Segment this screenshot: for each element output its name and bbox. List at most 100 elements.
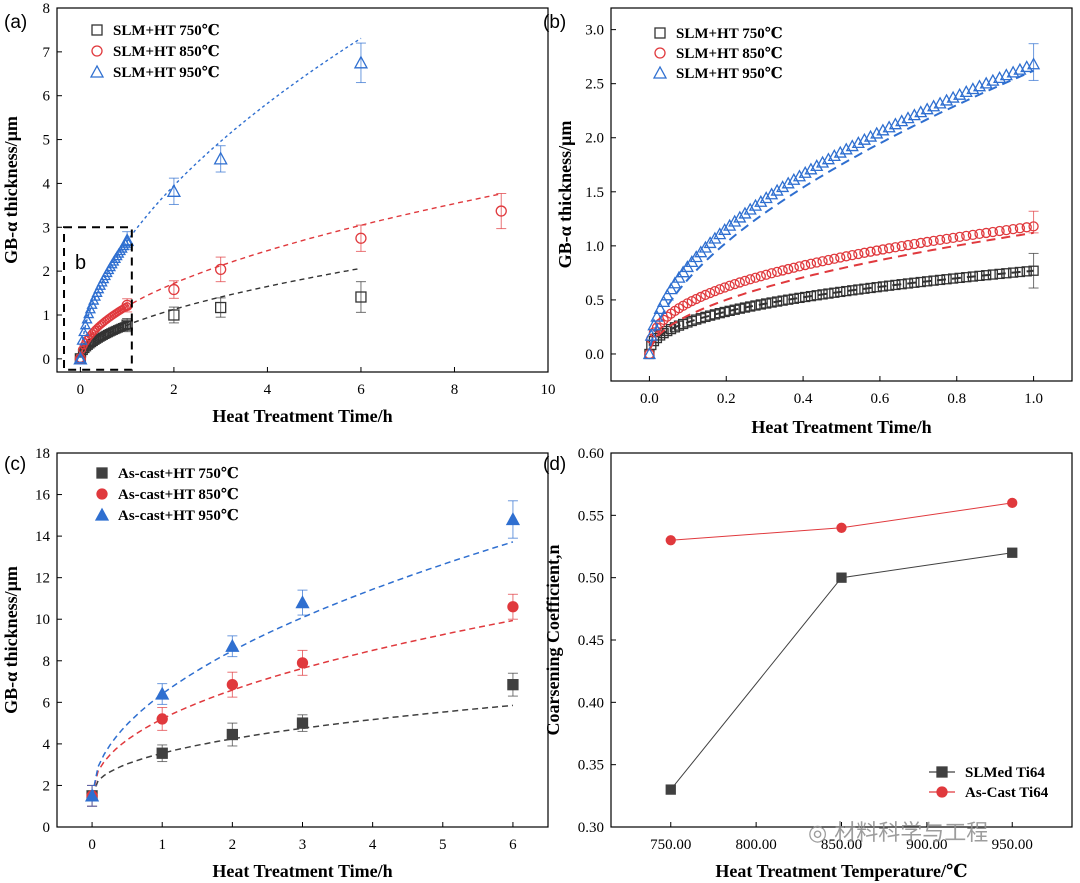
data-point xyxy=(947,273,959,284)
data-point xyxy=(750,272,761,283)
panel-label: (d) xyxy=(543,454,566,475)
data-point xyxy=(1007,267,1019,278)
fit-curve xyxy=(91,704,513,797)
data-point xyxy=(750,300,761,311)
y-axis-label: Coarsening Coefficient,n xyxy=(543,545,563,736)
data-point xyxy=(761,269,772,280)
x-tick-label: 0.4 xyxy=(794,391,813,407)
data-point xyxy=(355,232,367,244)
legend-label: SLM+HT 750℃ xyxy=(113,23,220,39)
x-tick-label: 900.00 xyxy=(906,837,947,853)
y-tick-label: 1.5 xyxy=(585,185,604,201)
x-tick-label: 0.2 xyxy=(717,391,736,407)
data-point xyxy=(810,159,824,172)
data-point xyxy=(355,291,367,303)
data-point xyxy=(734,277,745,288)
data-point xyxy=(738,206,752,219)
data-point xyxy=(835,286,846,298)
y-tick-label: 1 xyxy=(43,308,51,324)
y-tick-label: 2 xyxy=(43,264,51,280)
data-point xyxy=(213,151,228,165)
data-point xyxy=(647,318,661,331)
x-axis-label: Heat Treatment Time/h xyxy=(212,406,392,426)
x-tick-label: 1.0 xyxy=(1024,391,1043,407)
data-point xyxy=(664,282,678,295)
y-tick-label: 0.45 xyxy=(578,633,604,649)
data-point xyxy=(156,747,168,759)
data-point xyxy=(755,271,766,282)
data-point xyxy=(967,271,979,282)
data-point xyxy=(783,263,794,275)
y-tick-label: 4 xyxy=(43,176,51,192)
plot-frame xyxy=(610,7,1073,382)
data-point xyxy=(974,228,985,240)
legend-marker xyxy=(94,507,110,521)
data-point xyxy=(902,239,914,251)
data-point xyxy=(745,274,756,285)
data-point xyxy=(794,261,805,272)
data-point xyxy=(994,268,1005,280)
data-point xyxy=(788,262,799,273)
legend-label: SLM+HT 950℃ xyxy=(113,65,220,81)
dense-point xyxy=(79,319,92,330)
y-tick-label: 0.5 xyxy=(585,293,604,309)
data-point xyxy=(811,290,822,301)
data-point xyxy=(859,247,870,258)
data-point xyxy=(981,227,992,239)
panel-b: (b) 0.0 0.2 0.4 0.6 0.8 1.0 0.0 0.5 1.0 1.5 2.0 2.5 3… xyxy=(543,7,1073,437)
data-point xyxy=(863,129,878,142)
data-point xyxy=(967,229,979,241)
dense-point xyxy=(74,353,86,363)
data-point xyxy=(961,230,972,242)
data-point xyxy=(870,126,884,139)
data-point xyxy=(817,256,828,267)
series-line xyxy=(670,552,1013,790)
data-point xyxy=(902,278,914,289)
data-point xyxy=(890,279,901,291)
data-point xyxy=(839,142,853,155)
data-point xyxy=(777,295,788,306)
x-tick-label: 0 xyxy=(88,837,96,853)
data-point xyxy=(215,263,227,276)
data-point xyxy=(882,120,896,133)
data-point xyxy=(865,282,876,294)
x-tick-label: 6 xyxy=(509,837,517,853)
legend-marker xyxy=(91,24,103,36)
data-point xyxy=(987,226,999,238)
data-point xyxy=(745,301,756,312)
data-point xyxy=(1021,222,1032,233)
data-point xyxy=(865,246,876,257)
data-point xyxy=(847,285,858,296)
data-point xyxy=(851,136,865,149)
data-point xyxy=(650,309,664,322)
data-point xyxy=(781,176,795,189)
legend-marker xyxy=(89,64,105,78)
data-point xyxy=(928,235,939,247)
legend-label: As-cast+HT 750℃ xyxy=(118,466,239,482)
y-tick-label: 12 xyxy=(35,571,50,587)
data-point xyxy=(700,289,711,301)
x-tick-label: 750.00 xyxy=(650,837,691,853)
data-point xyxy=(713,227,727,240)
inset-label: b xyxy=(75,252,86,274)
data-point xyxy=(954,272,965,284)
data-point xyxy=(766,297,777,308)
y-tick-label: 16 xyxy=(35,488,51,504)
data-point xyxy=(877,244,889,255)
data-point xyxy=(691,293,702,305)
fit-curve xyxy=(649,69,1035,347)
data-point xyxy=(658,314,669,326)
x-tick-label: 0.0 xyxy=(640,391,659,407)
data-point xyxy=(771,296,783,307)
plot-frame xyxy=(56,7,549,373)
data-point xyxy=(765,187,779,200)
data-point xyxy=(657,294,671,307)
data-point xyxy=(896,279,907,290)
x-tick-label: 8 xyxy=(451,382,459,398)
legend-marker xyxy=(91,45,103,57)
legend-label: As-cast+HT 950℃ xyxy=(118,508,239,524)
data-point xyxy=(871,282,882,293)
data-point xyxy=(73,351,88,365)
data-point xyxy=(788,293,799,304)
data-point xyxy=(857,132,872,145)
